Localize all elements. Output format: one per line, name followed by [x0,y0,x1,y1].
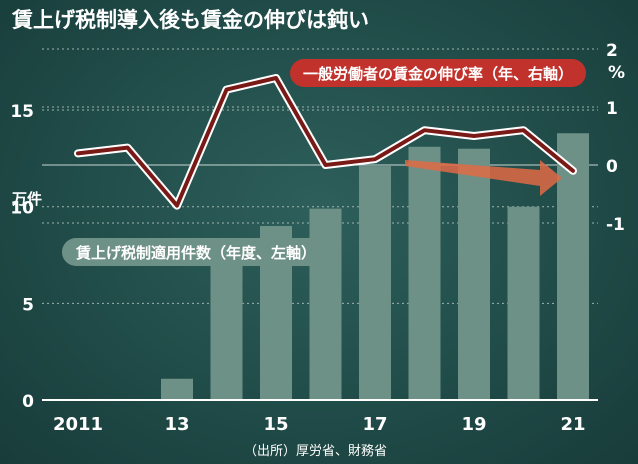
bar-2013 [161,378,193,400]
bar-legend-pill [62,238,330,266]
right-tick-label: 0 [606,157,618,177]
bar-2017 [359,166,391,400]
bar-2020 [507,206,540,400]
line-legend-pill [290,59,586,87]
left-tick-label: 0 [22,392,34,412]
right-tick-label: 2 [606,41,618,61]
bar-2021 [557,133,589,400]
right-axis-unit: % [608,63,625,83]
right-tick-label: 1 [606,99,618,119]
chart-title: 賃上げ税制導入後も賃金の伸びは鈍い [11,8,369,32]
x-tick-label: 17 [362,414,387,435]
bar-legend-label: 賃上げ税制適用件数（年度、左軸） [75,244,316,262]
left-tick-label: 5 [22,295,34,315]
bar-2016 [309,208,342,400]
x-tick-label: 15 [263,414,288,435]
x-tick-label: 19 [461,414,486,435]
wage-line-halo [74,74,577,210]
bar-2014 [210,249,243,400]
left-tick-label: 15 [10,102,34,122]
bar-2019 [458,148,490,400]
left-axis-unit: 万件 [11,190,42,208]
source-note: （出所）厚労省、財務省 [244,444,387,459]
left-tick-label: 10 [10,199,34,219]
x-tick-label: 21 [560,414,585,435]
right-tick-label: -1 [606,215,625,235]
wage-growth-line [76,76,575,208]
bar-2018 [408,146,441,400]
x-tick-label: 2011 [53,414,103,435]
x-tick-label: 13 [164,414,189,435]
line-legend-label: 一般労働者の賃金の伸び率（年、右軸） [303,65,573,83]
trend-arrow [405,160,562,196]
